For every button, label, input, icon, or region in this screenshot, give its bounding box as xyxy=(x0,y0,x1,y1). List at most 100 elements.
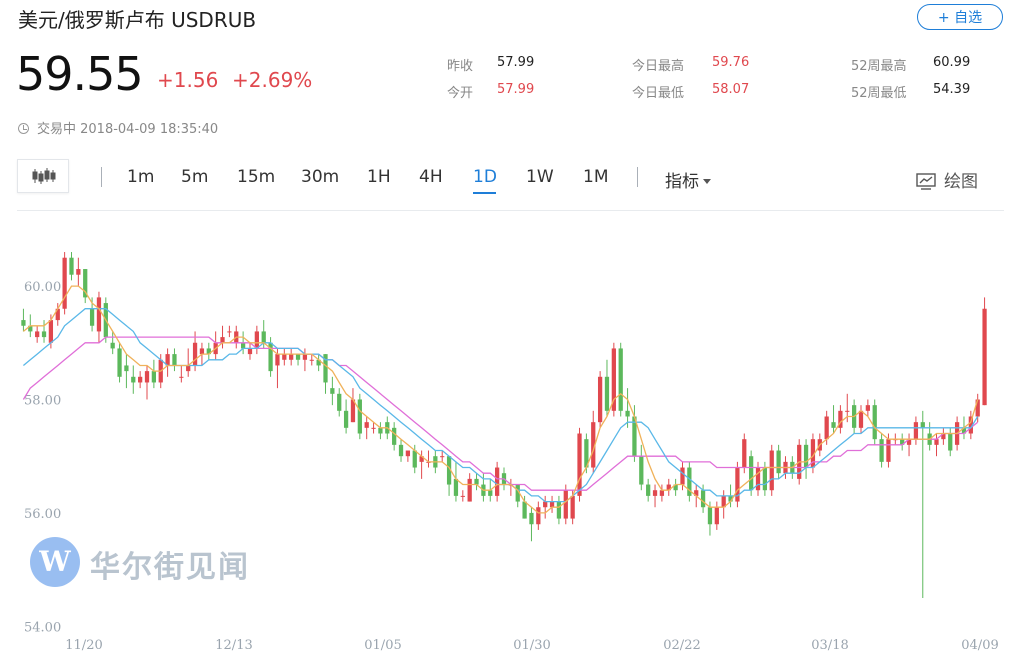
candle-body xyxy=(810,439,816,468)
candle-body xyxy=(577,433,582,496)
candle-body xyxy=(886,439,891,462)
candle-body xyxy=(412,450,417,468)
y-tick-label: 58.00 xyxy=(24,393,61,408)
price-change: +1.56 xyxy=(157,68,219,92)
candle-body xyxy=(632,416,637,457)
candle-body xyxy=(618,348,623,411)
candle-body xyxy=(323,354,328,383)
week52-low-label: 52周最低 xyxy=(851,86,907,101)
x-tick-label: 03/18 xyxy=(811,638,848,653)
draw-button[interactable]: 绘图 xyxy=(916,167,978,192)
day-low-label: 今日最低 xyxy=(632,86,685,101)
candle-body xyxy=(110,342,115,349)
active-timeframe-underline xyxy=(473,192,496,194)
candle-body xyxy=(62,257,67,309)
candle-body xyxy=(96,297,102,332)
timeframe-1h[interactable]: 1H xyxy=(367,167,391,187)
candle-body xyxy=(776,450,781,474)
candle-body xyxy=(440,456,445,458)
candle-body xyxy=(398,444,404,457)
candle-body xyxy=(295,354,301,360)
candle-body xyxy=(694,490,699,496)
candle-body xyxy=(584,439,589,468)
clock-icon xyxy=(18,123,29,134)
add-watchlist-button[interactable]: + 自选 xyxy=(917,4,1003,30)
candle-body xyxy=(268,342,273,372)
candle-body xyxy=(652,490,658,496)
candle-body xyxy=(488,490,493,496)
week52-high-value: 60.99 xyxy=(933,55,971,70)
candle-body xyxy=(680,467,685,485)
candle-body xyxy=(982,308,987,406)
timeframe-1mo[interactable]: 1M xyxy=(583,167,609,187)
candle-body xyxy=(721,495,726,508)
candle-body xyxy=(453,478,459,496)
candle-body xyxy=(865,405,870,411)
draw-label: 绘图 xyxy=(944,172,978,192)
candle-body xyxy=(151,371,157,383)
timeframe-1w[interactable]: 1W xyxy=(526,167,554,187)
candle-body xyxy=(543,501,548,508)
timeframe-4h[interactable]: 4H xyxy=(419,167,443,187)
candle-body xyxy=(247,348,253,355)
candle-body xyxy=(302,354,308,360)
timeframe-30m[interactable]: 30m xyxy=(301,167,340,187)
candle-body xyxy=(831,422,836,428)
week52-low-value: 54.39 xyxy=(933,82,971,97)
candle-body xyxy=(639,456,644,485)
candle-body xyxy=(906,439,912,445)
candle-body xyxy=(515,484,520,502)
toolbar-divider xyxy=(101,167,102,187)
candle-body xyxy=(131,376,136,383)
candle-body xyxy=(762,467,768,491)
candle-body xyxy=(824,416,829,440)
candle-body xyxy=(714,507,719,525)
watermark-logo-letter: W xyxy=(39,545,71,578)
candle-body xyxy=(124,365,129,372)
candle-body xyxy=(536,507,541,525)
x-tick-label: 02/22 xyxy=(663,638,700,653)
timeframe-1d[interactable]: 1D xyxy=(473,167,497,187)
indicator-dropdown[interactable]: 指标 xyxy=(665,167,711,192)
candle-body xyxy=(495,467,500,496)
timeframe-15m[interactable]: 15m xyxy=(237,167,276,187)
candle-body xyxy=(35,331,40,338)
candle-body xyxy=(227,331,232,333)
candle-body xyxy=(591,422,596,468)
candle-body xyxy=(186,365,191,372)
y-tick-label: 60.00 xyxy=(24,280,61,295)
candle-body xyxy=(405,450,411,457)
candle-body xyxy=(309,359,314,361)
candle-body xyxy=(165,354,170,366)
candle-body xyxy=(371,427,376,429)
timeframe-5m[interactable]: 5m xyxy=(181,167,209,187)
instrument-title: 美元/俄罗斯卢布 USDRUB xyxy=(18,8,257,32)
candle-body xyxy=(604,376,610,411)
candlestick-icon xyxy=(32,168,56,184)
y-tick-label: 56.00 xyxy=(24,507,61,522)
candle-body xyxy=(144,371,150,383)
candle-body xyxy=(83,269,88,298)
x-tick-label: 11/20 xyxy=(65,638,102,653)
candle-body xyxy=(872,405,877,440)
candle-body xyxy=(968,416,973,434)
candle-body xyxy=(529,512,534,525)
candle-body xyxy=(76,269,81,275)
candle-body xyxy=(220,337,225,343)
x-tick-label: 01/30 xyxy=(513,638,550,653)
candle-body xyxy=(803,444,809,468)
candle-body xyxy=(192,342,198,366)
timeframe-1m[interactable]: 1m xyxy=(127,167,155,187)
candle-body xyxy=(179,376,184,378)
candle-body xyxy=(845,410,850,412)
current-price: 59.55 xyxy=(16,47,144,101)
candle-body xyxy=(48,320,54,343)
chart-type-button[interactable] xyxy=(17,159,69,193)
candle-body xyxy=(941,433,946,440)
candle-body xyxy=(378,427,383,434)
candle-body xyxy=(900,439,905,445)
candle-body xyxy=(570,495,575,519)
moving-average-fast-line xyxy=(22,285,979,514)
candle-body xyxy=(838,410,843,428)
